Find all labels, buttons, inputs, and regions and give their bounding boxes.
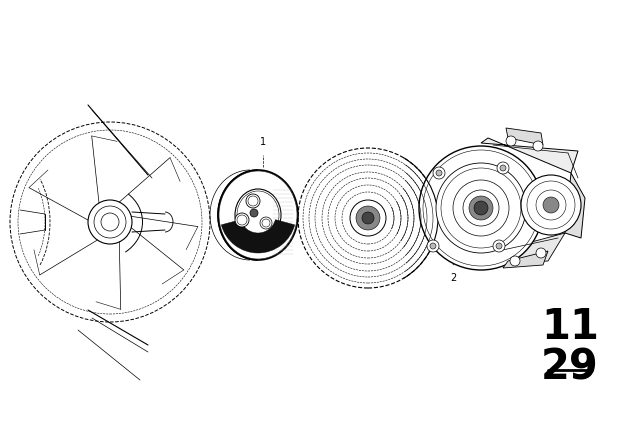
Ellipse shape xyxy=(218,170,298,260)
Text: 2: 2 xyxy=(450,273,456,283)
Circle shape xyxy=(436,163,526,253)
Polygon shape xyxy=(473,233,565,265)
Circle shape xyxy=(469,196,493,220)
Circle shape xyxy=(350,200,386,236)
Circle shape xyxy=(536,248,546,258)
Circle shape xyxy=(433,167,445,179)
Circle shape xyxy=(497,162,509,174)
Circle shape xyxy=(543,197,559,213)
Polygon shape xyxy=(481,138,578,173)
Polygon shape xyxy=(506,128,543,145)
Circle shape xyxy=(356,206,380,230)
Polygon shape xyxy=(565,173,585,238)
Circle shape xyxy=(463,190,499,226)
Circle shape xyxy=(419,146,543,270)
Text: 29: 29 xyxy=(541,346,599,388)
Wedge shape xyxy=(221,220,294,253)
Text: 11: 11 xyxy=(541,306,599,348)
Polygon shape xyxy=(503,251,548,268)
Circle shape xyxy=(510,256,520,266)
Circle shape xyxy=(474,201,488,215)
Ellipse shape xyxy=(235,189,281,241)
Circle shape xyxy=(246,194,260,208)
Circle shape xyxy=(533,141,543,151)
Circle shape xyxy=(436,170,442,176)
Circle shape xyxy=(250,209,258,217)
Circle shape xyxy=(362,212,374,224)
Circle shape xyxy=(506,136,516,146)
Circle shape xyxy=(500,165,506,171)
Circle shape xyxy=(427,240,439,252)
Circle shape xyxy=(260,217,272,229)
Circle shape xyxy=(298,148,438,288)
Circle shape xyxy=(521,175,581,235)
Circle shape xyxy=(496,243,502,249)
Circle shape xyxy=(493,240,505,252)
Circle shape xyxy=(235,213,249,227)
Text: 1: 1 xyxy=(260,137,266,147)
Circle shape xyxy=(430,243,436,249)
